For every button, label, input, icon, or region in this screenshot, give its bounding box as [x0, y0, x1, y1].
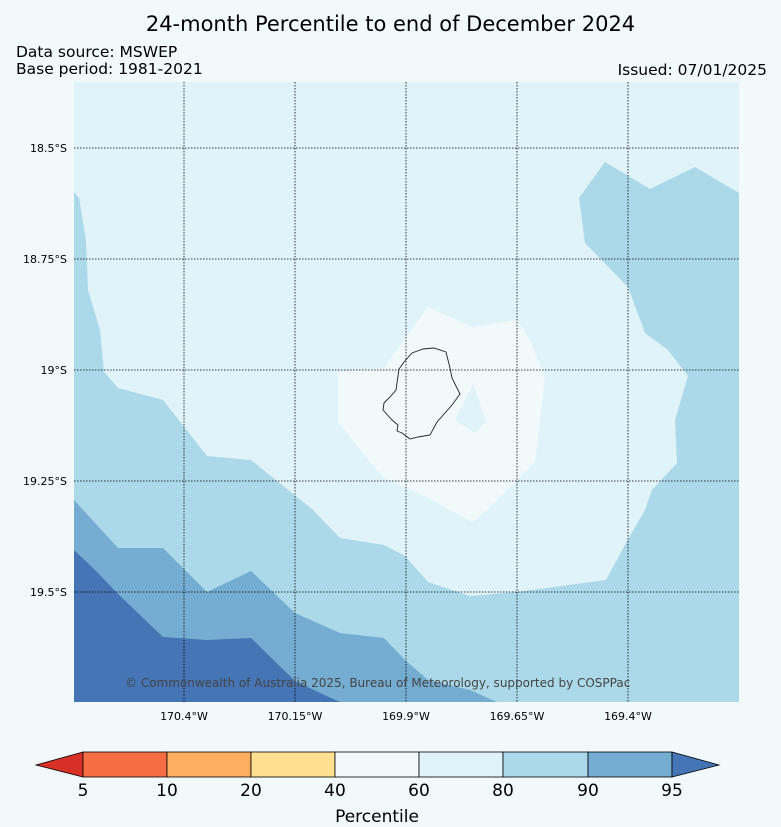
- colorbar-tick-label: 10: [156, 781, 178, 801]
- colorbar-segment: [502, 751, 589, 778]
- colorbar-segment: [418, 751, 504, 778]
- colorbar-tick-label: 20: [240, 781, 262, 801]
- percentile-band-60-80-inner: [455, 384, 486, 433]
- colorbar-segment: [166, 751, 252, 778]
- lat-label: 19°S: [41, 364, 67, 377]
- copyright-notice: © Commonwealth of Australia 2025, Bureau…: [125, 676, 630, 690]
- colorbar-tick-label: 90: [577, 781, 599, 801]
- lon-label: 170.4°W: [160, 710, 208, 723]
- colorbar-tick-label: 60: [408, 781, 430, 801]
- colorbar-tick-label: 40: [324, 781, 346, 801]
- issued-date: Issued: 07/01/2025: [617, 61, 767, 79]
- latitude-labels: 18.5°S 18.75°S 19°S 19.25°S 19.5°S: [23, 142, 67, 599]
- percentile-band-40-60: [338, 307, 545, 522]
- map-title: 24-month Percentile to end of December 2…: [145, 12, 636, 36]
- lon-label: 170.15°W: [268, 710, 323, 723]
- metadata-block: Data source: MSWEP Base period: 1981-202…: [16, 44, 203, 78]
- lon-label: 169.4°W: [604, 710, 652, 723]
- colorbar-tick-label: 95: [661, 781, 683, 801]
- lat-label: 18.5°S: [30, 142, 67, 155]
- colorbar: 5 10 20 40 60 80 90 95 Percentile: [34, 751, 721, 827]
- percentile-band-95-plus: [74, 550, 340, 702]
- base-period-text: Base period: 1981-2021: [16, 60, 203, 78]
- island-outline: [382, 347, 461, 440]
- colorbar-tick-label: 5: [78, 781, 89, 801]
- lon-label: 169.65°W: [490, 710, 545, 723]
- graticule: [74, 82, 739, 702]
- percentile-band-80-90-southwest: [74, 162, 739, 702]
- data-source-text: Data source: MSWEP: [16, 43, 178, 61]
- lat-label: 18.75°S: [23, 253, 67, 266]
- colorbar-tick-label: 80: [492, 781, 514, 801]
- map-area: © Commonwealth of Australia 2025, Bureau…: [74, 82, 739, 702]
- colorbar-segment: [250, 751, 336, 778]
- colorbar-segment: [587, 751, 673, 778]
- colorbar-extend-high: [671, 751, 721, 778]
- colorbar-segment: [334, 751, 420, 778]
- colorbar-segment: [82, 751, 168, 778]
- lat-label: 19.25°S: [23, 475, 67, 488]
- colorbar-extend-low: [34, 751, 84, 778]
- lat-label: 19.5°S: [30, 586, 67, 599]
- lon-label: 169.9°W: [382, 710, 430, 723]
- colorbar-title: Percentile: [335, 807, 419, 827]
- longitude-labels: 170.4°W 170.15°W 169.9°W 169.65°W 169.4°…: [160, 710, 652, 723]
